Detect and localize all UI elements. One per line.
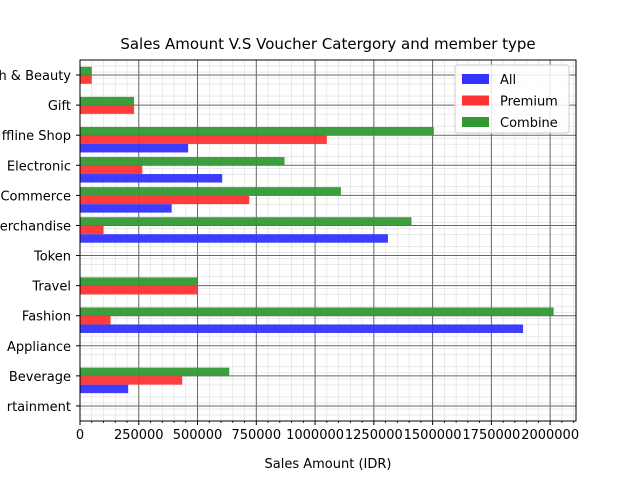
y-tick-label: Travel xyxy=(31,280,71,295)
y-tick-label: erchandise xyxy=(0,219,71,234)
x-tick-label: 1750000 xyxy=(462,428,520,443)
x-tick-label: 1250000 xyxy=(345,428,403,443)
legend: All Premium Combine xyxy=(454,64,570,134)
bar-all-food-beverage xyxy=(80,384,129,394)
y-tick-label: Token xyxy=(33,250,71,265)
x-tick-label: 250000 xyxy=(114,428,164,443)
x-tick-label: 2000000 xyxy=(521,428,579,443)
bar-premium-offline-shop xyxy=(80,135,327,144)
y-tick-label: Beverage xyxy=(9,370,71,385)
legend-label-premium: Premium xyxy=(500,95,558,110)
bar-premium-gift xyxy=(80,105,135,114)
bar-combine-gift xyxy=(80,96,135,106)
bars xyxy=(80,66,554,394)
x-tick-label: 750000 xyxy=(231,428,281,443)
bar-combine-e-commerce xyxy=(80,187,341,196)
bar-combine-electronic xyxy=(80,157,285,166)
legend-swatch-combine xyxy=(462,117,489,127)
bar-all-electronic xyxy=(80,174,223,183)
ticks: 0 250000 500000 750000 1000000 1250000 1500000… xyxy=(0,69,579,443)
y-tick-label: Electronic xyxy=(7,159,71,174)
legend-label-all: All xyxy=(500,73,516,88)
legend-swatch-premium xyxy=(462,95,489,106)
plot-frame xyxy=(79,59,577,422)
x-tick-label: 500000 xyxy=(173,428,223,443)
y-tick-label: Fashion xyxy=(22,310,71,325)
x-tick-label: 1500000 xyxy=(404,428,462,443)
bar-all-offline-shop xyxy=(80,143,189,153)
bar-premium-travel xyxy=(80,285,198,295)
y-tick-label: rtainment xyxy=(7,400,71,415)
y-tick-label: Gift xyxy=(48,99,71,114)
bar-combine-merchandise xyxy=(80,217,412,226)
y-tick-label: Appliance xyxy=(7,340,71,355)
y-tick-label: ffline Shop xyxy=(2,129,71,144)
x-tick-label: 0 xyxy=(76,428,84,443)
bar-premium-merchandise xyxy=(80,225,104,235)
bar-all-merchandise xyxy=(80,234,388,243)
bar-premium-electronic xyxy=(80,165,143,175)
y-tick-label: Commerce xyxy=(0,189,71,204)
bar-combine-travel xyxy=(80,277,198,286)
chart-title: Sales Amount V.S Voucher Catergory and m… xyxy=(120,35,535,53)
x-axis-label: Sales Amount (IDR) xyxy=(265,457,392,472)
x-tick-label: 1000000 xyxy=(286,428,344,443)
bar-combine-fashion xyxy=(80,307,554,316)
bar-premium-fashion xyxy=(80,315,111,325)
legend-label-combine: Combine xyxy=(500,116,558,131)
bar-premium-food-beverage xyxy=(80,376,183,385)
legend-swatch-all xyxy=(462,74,489,84)
bar-all-e-commerce xyxy=(80,204,172,213)
bar-combine-health-beauty xyxy=(80,66,92,76)
bar-all-fashion xyxy=(80,324,524,333)
bar-combine-food-beverage xyxy=(80,367,230,377)
y-tick-label: h & Beauty xyxy=(0,69,71,84)
bar-premium-health-beauty xyxy=(80,75,92,84)
bar-premium-e-commerce xyxy=(80,195,250,205)
bar-combine-offline-shop xyxy=(80,126,434,136)
